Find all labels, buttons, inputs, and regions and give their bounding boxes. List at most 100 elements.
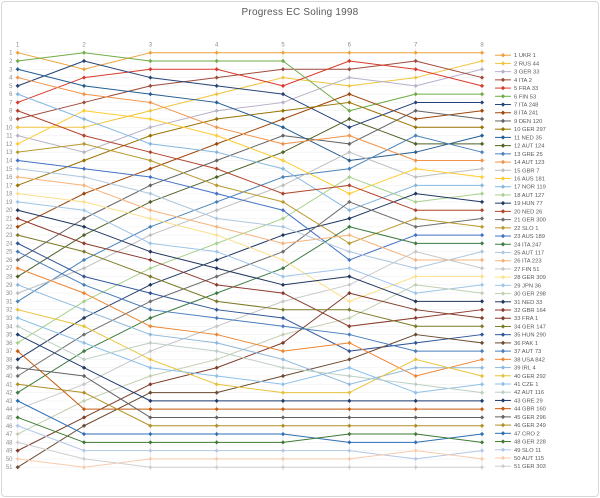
legend-item-label: 34 GER 147 — [514, 324, 546, 330]
legend-swatch-marker — [500, 118, 506, 124]
legend-item: 26 ITA 223 — [495, 258, 542, 265]
series-line — [17, 309, 483, 394]
legend-item: 49 SLO 11 — [495, 447, 541, 454]
legend-item: 51 GER 303 — [495, 464, 546, 470]
legend-item-label: 33 FRA 1 — [514, 316, 538, 322]
legend-item-label: 38 USA 842 — [514, 357, 545, 363]
series-line — [17, 284, 483, 435]
legend-swatch-marker — [500, 168, 506, 173]
legend-item-label: 39 IRL 4 — [514, 366, 536, 372]
series-line — [17, 159, 483, 261]
legend-item-label: 30 GER 298 — [514, 292, 546, 298]
legend-swatch-marker — [500, 307, 506, 313]
series-line — [17, 77, 483, 161]
legend-swatch-marker — [500, 398, 506, 403]
y-axis-label: 25 — [6, 250, 13, 256]
legend-swatch-marker — [500, 135, 506, 140]
legend-item: 16 AUS 181 — [495, 176, 545, 183]
x-axis-label: 6 — [348, 43, 352, 49]
legend-item-label: 48 GER 228 — [514, 440, 546, 446]
series-line — [17, 441, 483, 468]
series-line — [17, 450, 483, 468]
x-axis-label: 3 — [149, 43, 153, 49]
legend-item: 41 CZE 1 — [495, 381, 539, 388]
series-marker — [15, 241, 485, 354]
legend-item: 36 PAK 1 — [495, 340, 538, 347]
y-axis-label: 18 — [6, 192, 13, 198]
series-line — [17, 284, 483, 385]
series-marker — [15, 249, 485, 412]
legend-item: 17 NOR 119 — [495, 184, 546, 191]
series-line — [17, 60, 483, 128]
y-axis-label: 9 — [9, 117, 13, 123]
y-axis-label: 48 — [6, 440, 13, 446]
legend-item: 47 CRO 2 — [495, 431, 540, 437]
y-axis-label: 47 — [6, 432, 13, 438]
legend-item-label: 36 PAK 1 — [514, 341, 538, 347]
y-axis-label: 5 — [9, 84, 13, 90]
legend: 1 UKR 1 2 RUS 44 3 GER 33 4 ITA 2 5 FRA 33 6 … — [495, 53, 547, 470]
legend-item: 48 GER 228 — [495, 439, 546, 446]
series-line — [17, 176, 483, 261]
series-line — [17, 317, 483, 394]
legend-item-label: 32 GBR 164 — [514, 308, 547, 314]
legend-item: 12 AUT 124 — [495, 143, 545, 150]
legend-item-label: 45 GER 296 — [514, 415, 546, 421]
y-axis-label: 3 — [9, 67, 13, 73]
series-marker — [15, 216, 485, 329]
x-axis-label: 4 — [215, 43, 219, 49]
y-axis-label: 4 — [9, 76, 13, 82]
legend-swatch-marker — [500, 381, 506, 387]
legend-item-label: 20 NED 26 — [514, 209, 542, 215]
legend-item-label: 47 CRO 2 — [514, 431, 540, 437]
y-axis-label: 43 — [6, 399, 13, 405]
legend-item-label: 3 GER 33 — [514, 70, 539, 76]
series-line — [17, 218, 483, 327]
legend-swatch-marker — [500, 291, 506, 296]
series-line — [17, 234, 483, 327]
legend-item: 34 GER 147 — [495, 324, 546, 330]
legend-swatch-marker — [500, 217, 506, 222]
y-axis-label: 44 — [6, 407, 13, 413]
y-axis-label: 33 — [6, 316, 13, 322]
legend-item: 20 NED 26 — [495, 209, 542, 215]
legend-item-label: 41 CZE 1 — [514, 382, 539, 388]
y-axis-label: 31 — [6, 299, 13, 305]
series-line — [17, 251, 483, 410]
y-axis-label: 7 — [9, 100, 13, 106]
legend-swatch-marker — [500, 110, 506, 115]
legend-item-label: 46 GER 249 — [514, 423, 546, 429]
legend-item-label: 26 ITA 223 — [514, 259, 542, 265]
legend-swatch-marker — [500, 299, 506, 304]
legend-item: 23 AUS 189 — [495, 233, 545, 240]
legend-swatch-marker — [500, 447, 506, 452]
legend-item: 14 AUT 123 — [495, 159, 545, 166]
series-line — [17, 93, 483, 211]
legend-item-label: 19 HUN 77 — [514, 201, 543, 207]
legend-item-label: 50 AUT 115 — [514, 456, 544, 462]
series-line — [17, 168, 483, 269]
legend-item-label: 4 ITA 2 — [514, 78, 532, 84]
legend-item: 46 GER 249 — [495, 422, 546, 429]
y-axis-label: 40 — [6, 374, 13, 380]
y-axis-label: 6 — [9, 92, 13, 98]
series-line — [17, 60, 483, 128]
legend-item-label: 9 DEN 120 — [514, 119, 542, 125]
legend-swatch-marker — [500, 209, 506, 214]
y-axis-label: 24 — [6, 241, 13, 247]
legend-item: 21 GER 300 — [495, 217, 546, 224]
series-marker — [15, 415, 485, 445]
series-line — [17, 68, 483, 161]
legend-item-label: 40 GER 292 — [514, 374, 546, 380]
legend-item: 33 FRA 1 — [495, 316, 538, 322]
legend-item: 13 GRE 25 — [495, 151, 543, 158]
series-line — [17, 400, 483, 443]
series-line — [17, 110, 483, 211]
legend-item-label: 8 ITA 241 — [514, 111, 538, 117]
legend-item-label: 13 GRE 25 — [514, 152, 543, 158]
y-axis-label: 23 — [6, 233, 13, 239]
x-axis-label: 1 — [16, 43, 20, 49]
legend-item: 38 USA 842 — [495, 357, 545, 363]
legend-swatch-marker — [500, 242, 506, 247]
legend-item: 45 GER 296 — [495, 414, 546, 421]
